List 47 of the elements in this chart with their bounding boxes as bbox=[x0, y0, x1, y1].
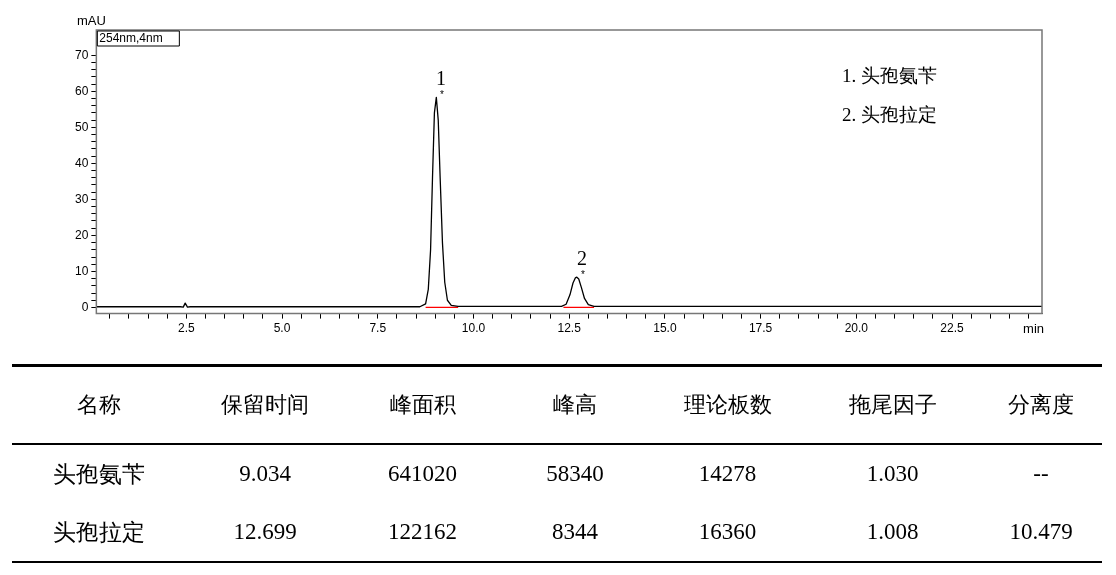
text: 头孢氨苄 bbox=[51, 460, 146, 489]
text: 峰面积 bbox=[388, 391, 457, 419]
text: 拖尾因子 bbox=[847, 391, 938, 419]
text: -- bbox=[1032, 461, 1050, 487]
text: 10.479 bbox=[1008, 519, 1074, 545]
annotation: 1 bbox=[436, 67, 446, 90]
y-tick-label: 20 bbox=[74, 227, 89, 242]
text: 分离度 bbox=[1007, 391, 1075, 419]
text: 峰高 bbox=[552, 391, 598, 419]
text: 9.034 bbox=[238, 461, 292, 487]
text: 理论板数 bbox=[682, 391, 773, 419]
text: 保留时间 bbox=[220, 391, 310, 419]
annotation: 2. 头孢拉定 bbox=[842, 103, 937, 125]
x-tick-label: 20.0 bbox=[844, 321, 869, 336]
x-tick-label: 17.5 bbox=[748, 321, 773, 336]
y-tick-label: 0 bbox=[81, 299, 89, 314]
text: 641020 bbox=[387, 461, 458, 487]
x-tick-label: 7.5 bbox=[369, 321, 387, 336]
y-tick-label: 70 bbox=[74, 47, 89, 62]
text: 14278 bbox=[697, 461, 758, 487]
annotation: 1. 头孢氨苄 bbox=[842, 64, 937, 86]
annotation: 2 bbox=[577, 247, 587, 270]
y-tick-label: 60 bbox=[74, 83, 89, 98]
text: 58340 bbox=[545, 461, 605, 487]
text: 16360 bbox=[697, 519, 758, 545]
text: 8344 bbox=[551, 519, 599, 545]
x-axis-title: min bbox=[1023, 320, 1044, 336]
annotation: * bbox=[440, 88, 445, 100]
x-tick-label: 5.0 bbox=[273, 321, 291, 336]
annotation: * bbox=[581, 268, 586, 280]
y-tick-label: 40 bbox=[74, 155, 89, 170]
x-tick-label: 10.0 bbox=[461, 321, 486, 336]
text: 头孢拉定 bbox=[51, 518, 146, 547]
text: 名称 bbox=[75, 391, 122, 419]
annotation: 254nm,4nm bbox=[99, 31, 163, 46]
text: 1.030 bbox=[865, 461, 920, 487]
text: 122162 bbox=[387, 519, 458, 545]
y-tick-label: 50 bbox=[74, 119, 89, 134]
x-tick-label: 12.5 bbox=[557, 321, 582, 336]
y-tick-label: 30 bbox=[74, 191, 89, 206]
x-tick-label: 2.5 bbox=[177, 321, 195, 336]
x-tick-label: 15.0 bbox=[653, 321, 677, 336]
text: 1.008 bbox=[865, 519, 920, 545]
y-axis-title: mAU bbox=[76, 13, 106, 29]
x-tick-label: 22.5 bbox=[940, 321, 965, 336]
text: 12.699 bbox=[232, 519, 298, 545]
y-tick-label: 10 bbox=[74, 263, 89, 278]
